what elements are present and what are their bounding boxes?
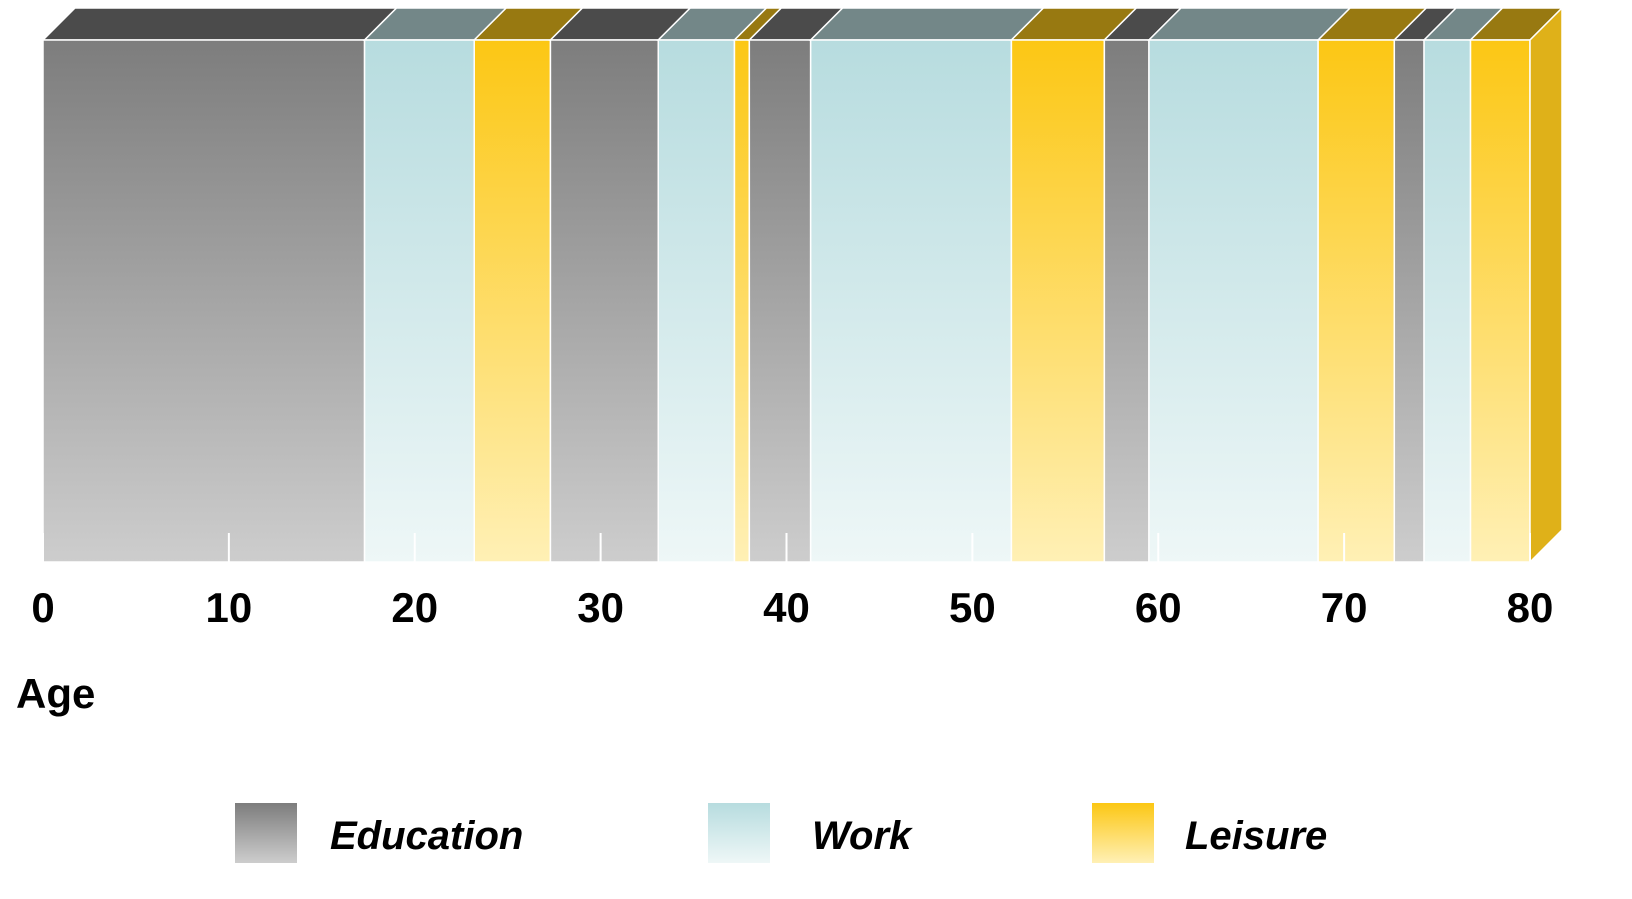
segment-education bbox=[1394, 40, 1424, 562]
segment-education bbox=[550, 40, 658, 562]
segment-work bbox=[365, 40, 475, 562]
x-tick-label: 50 bbox=[949, 584, 996, 631]
legend-swatch-work bbox=[708, 803, 770, 863]
segment-education bbox=[43, 40, 365, 562]
x-tick-label: 70 bbox=[1321, 584, 1368, 631]
segment-work bbox=[1424, 40, 1470, 562]
segment-top-work bbox=[1149, 8, 1350, 40]
x-tick-label: 60 bbox=[1135, 584, 1182, 631]
segment-education bbox=[749, 40, 810, 562]
segment-side-face bbox=[1530, 8, 1562, 562]
segment-leisure bbox=[1318, 40, 1394, 562]
legend-swatch-education bbox=[235, 803, 297, 863]
x-tick-label: 0 bbox=[31, 584, 54, 631]
segment-education bbox=[1104, 40, 1149, 562]
segment-leisure bbox=[474, 40, 550, 562]
segment-top-work bbox=[811, 8, 1044, 40]
x-tick-label: 80 bbox=[1507, 584, 1554, 631]
segment-work bbox=[1149, 40, 1318, 562]
segment-leisure bbox=[734, 40, 749, 562]
legend-label-education: Education bbox=[330, 814, 523, 858]
legend: Education Work Leisure bbox=[235, 803, 1327, 863]
x-tick-label: 40 bbox=[763, 584, 810, 631]
legend-label-work: Work bbox=[812, 814, 913, 858]
segment-work bbox=[658, 40, 734, 562]
segment-leisure bbox=[1011, 40, 1104, 562]
x-tick-label: 30 bbox=[577, 584, 624, 631]
segment-leisure bbox=[1471, 40, 1530, 562]
segment-top-education bbox=[43, 8, 397, 40]
x-tick-label: 10 bbox=[206, 584, 253, 631]
timeline-segments bbox=[43, 8, 1562, 562]
x-tick-label: 20 bbox=[391, 584, 438, 631]
legend-swatch-leisure bbox=[1092, 803, 1154, 863]
segment-work bbox=[811, 40, 1012, 562]
x-axis-title: Age bbox=[16, 670, 95, 717]
legend-label-leisure: Leisure bbox=[1185, 814, 1327, 858]
